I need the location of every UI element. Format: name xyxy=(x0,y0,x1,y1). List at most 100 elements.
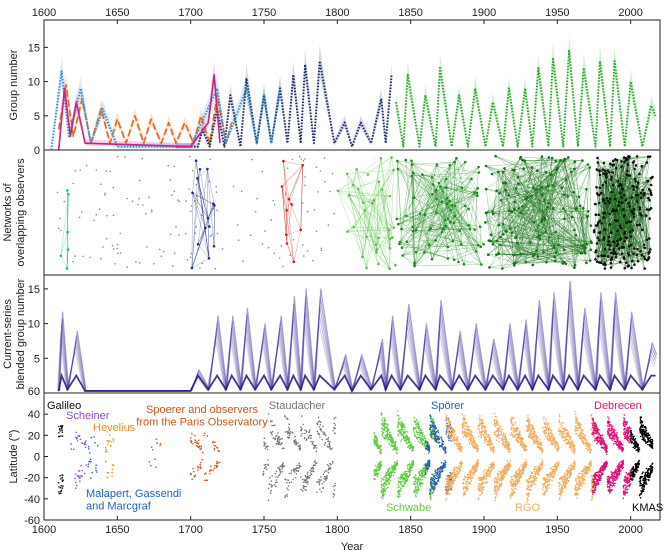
sunspot-dot xyxy=(264,463,267,466)
sunspot-dot xyxy=(545,479,548,482)
sunspot-dot xyxy=(495,492,498,495)
sunspot-dot xyxy=(577,494,579,496)
sunspot-dot xyxy=(373,438,375,441)
network-node xyxy=(475,250,478,253)
network-node xyxy=(612,252,616,256)
network-node xyxy=(460,186,464,189)
network-node xyxy=(480,263,483,266)
sunspot-dot xyxy=(323,431,326,434)
sunspot-dot xyxy=(493,479,496,481)
network-node xyxy=(595,242,599,245)
network-node xyxy=(278,257,281,259)
sunspot-dot xyxy=(332,430,334,432)
sunspot-dot xyxy=(575,416,577,418)
network-node xyxy=(452,258,456,262)
sunspot-dot xyxy=(150,464,152,467)
network-node xyxy=(540,155,544,158)
network-node xyxy=(606,243,610,246)
sunspot-dot xyxy=(421,476,423,479)
sunspot-dot xyxy=(400,420,403,423)
sunspot-dot xyxy=(497,481,500,483)
sunspot-dot xyxy=(490,462,493,465)
sunspot-dot xyxy=(439,466,442,469)
sunspot-dot xyxy=(404,474,407,477)
sunspot-dot xyxy=(386,432,389,434)
sunspot-dot xyxy=(95,469,97,472)
sunspot-dot xyxy=(94,441,96,444)
network-node xyxy=(74,170,76,172)
network-node xyxy=(488,266,491,269)
sunspot-dot xyxy=(204,473,206,475)
sunspot-dot xyxy=(415,486,417,489)
network-node xyxy=(635,253,638,257)
sunspot-dot xyxy=(503,473,505,476)
network-node xyxy=(519,252,522,256)
sunspot-dot xyxy=(271,430,274,433)
sunspot-dot xyxy=(327,440,330,442)
sunspot-dot xyxy=(96,444,99,447)
sunspot-dot xyxy=(427,448,429,450)
sunspot-dot xyxy=(447,436,449,438)
network-node xyxy=(603,247,607,251)
sunspot-dot xyxy=(59,486,62,489)
sunspot-dot xyxy=(481,489,483,492)
sunspot-dot xyxy=(569,436,572,439)
network-node xyxy=(201,214,203,217)
network-node xyxy=(232,185,235,188)
network-node xyxy=(610,251,613,255)
sunspot-dot xyxy=(577,427,579,429)
sunspot-dot xyxy=(570,472,573,474)
network-node xyxy=(609,162,612,165)
network-node xyxy=(261,170,264,173)
sunspot-dot xyxy=(393,466,396,469)
sunspot-dot xyxy=(474,446,477,448)
network-node xyxy=(65,267,69,270)
sunspot-dot xyxy=(512,480,514,483)
sunspot-dot xyxy=(433,478,436,481)
network-node xyxy=(237,239,240,241)
sunspot-dot xyxy=(273,484,276,486)
network-node xyxy=(598,201,601,205)
network-node xyxy=(390,156,393,159)
sunspot-dot xyxy=(197,465,199,468)
sunspot-dot xyxy=(562,432,564,435)
sunspot-dot xyxy=(430,426,433,428)
sunspot-dot xyxy=(581,434,583,437)
sunspot-dot xyxy=(311,470,314,472)
sunspot-dot xyxy=(479,487,482,490)
sunspot-dot xyxy=(498,470,501,473)
sunspot-dot xyxy=(159,442,162,445)
sunspot-dot xyxy=(450,472,453,475)
sunspot-dot xyxy=(556,441,558,443)
sunspot-dot xyxy=(432,428,434,430)
sunspot-dot xyxy=(319,423,322,426)
sunspot-dot xyxy=(381,494,384,497)
sunspot-dot xyxy=(434,439,437,441)
sunspot-dot xyxy=(480,418,483,421)
network-node xyxy=(216,232,219,235)
network-node xyxy=(484,187,488,191)
sunspot-dot xyxy=(74,477,76,480)
sunspot-dot xyxy=(380,496,383,499)
sunspot-dot xyxy=(512,490,515,493)
blended-trace-3 xyxy=(58,289,657,392)
sunspot-dot xyxy=(440,436,442,439)
sunspot-dot xyxy=(274,485,277,488)
sunspot-dot xyxy=(397,496,400,499)
sunspot-dot xyxy=(216,460,218,463)
sunspot-dot xyxy=(430,497,432,499)
sunspot-dot xyxy=(465,483,467,485)
sunspot-dot xyxy=(263,443,266,446)
sunspot-dot xyxy=(412,465,415,467)
network-node xyxy=(126,266,128,268)
network-node xyxy=(126,197,128,200)
sunspot-dot xyxy=(436,468,439,471)
sunspot-dot xyxy=(305,475,307,478)
network-node xyxy=(517,182,520,185)
sunspot-dot xyxy=(574,410,576,413)
band-series-0 xyxy=(58,72,232,146)
network-node xyxy=(104,194,106,196)
sunspot-dot xyxy=(528,419,531,422)
network-node xyxy=(617,200,621,204)
sunspot-dot xyxy=(534,475,537,478)
